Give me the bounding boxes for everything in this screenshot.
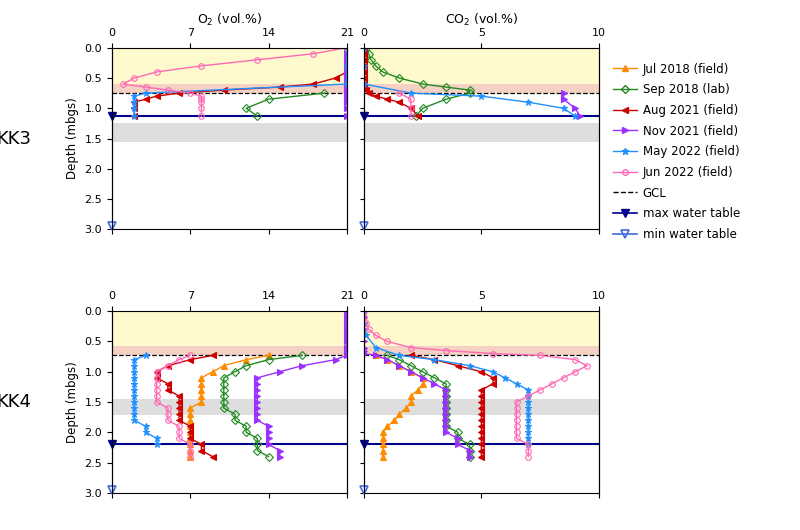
Bar <box>364 123 598 142</box>
X-axis label: O$_2$ (vol.%): O$_2$ (vol.%) <box>197 12 262 28</box>
Bar <box>364 399 598 416</box>
Bar <box>364 311 598 356</box>
Bar <box>364 48 598 93</box>
Bar <box>364 346 598 356</box>
Text: KK3: KK3 <box>0 129 31 147</box>
Y-axis label: Depth (mbgs): Depth (mbgs) <box>66 361 79 443</box>
Bar <box>112 84 346 93</box>
Legend: Jul 2018 (field), Sep 2018 (lab), Aug 2021 (field), Nov 2021 (field), May 2022 (: Jul 2018 (field), Sep 2018 (lab), Aug 20… <box>613 63 740 241</box>
Bar <box>112 48 346 93</box>
Bar <box>112 311 346 356</box>
Y-axis label: Depth (mbgs): Depth (mbgs) <box>66 98 79 180</box>
X-axis label: CO$_2$ (vol.%): CO$_2$ (vol.%) <box>445 12 518 28</box>
Bar <box>364 84 598 93</box>
Bar <box>112 399 346 416</box>
Bar <box>112 346 346 356</box>
Text: KK4: KK4 <box>0 393 31 411</box>
Bar <box>112 123 346 142</box>
